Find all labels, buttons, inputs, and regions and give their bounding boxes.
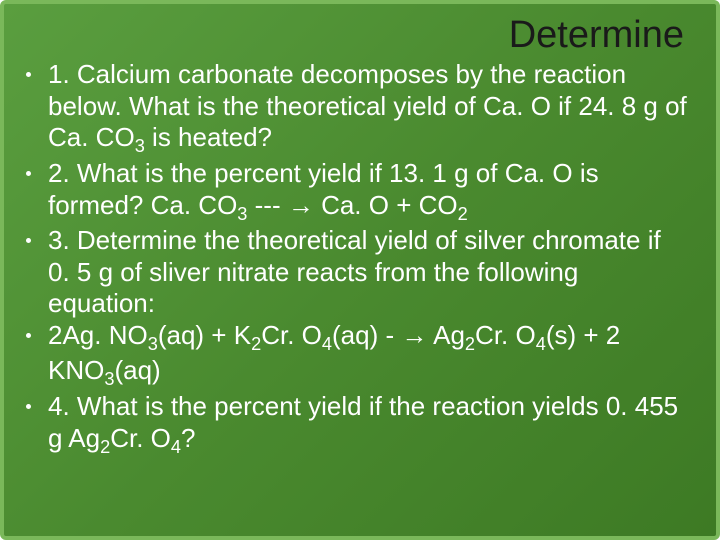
bullet-3: 3. Determine the theoretical yield of si… bbox=[48, 225, 688, 320]
bullet-2-sub2: 2 bbox=[458, 204, 468, 224]
bullet-2-mid: --- → Ca. O + CO bbox=[247, 190, 457, 220]
bullet-icon bbox=[26, 238, 31, 243]
bullet-icon bbox=[26, 333, 31, 338]
bullet-5: 4. What is the percent yield if the reac… bbox=[48, 391, 688, 458]
bullet-icon bbox=[26, 404, 31, 409]
bullet-5-sub1: 2 bbox=[100, 437, 110, 457]
bullet-5-sub2: 4 bbox=[171, 437, 181, 457]
bullet-3-text: 3. Determine the theoretical yield of si… bbox=[48, 225, 661, 318]
bullet-4-mid1: (aq) + K bbox=[158, 320, 251, 350]
bullet-icon bbox=[26, 171, 31, 176]
bullet-4-sub2: 2 bbox=[251, 334, 261, 354]
slide-content: 1. Calcium carbonate decomposes by the r… bbox=[48, 59, 688, 458]
bullet-2: 2. What is the percent yield if 13. 1 g … bbox=[48, 158, 688, 225]
bullet-4-sub3: 4 bbox=[322, 334, 332, 354]
bullet-4-sub5: 4 bbox=[536, 334, 546, 354]
bullet-4-mid2: Cr. O bbox=[261, 320, 322, 350]
slide-container: Determine 1. Calcium carbonate decompose… bbox=[0, 0, 720, 540]
bullet-4-tail: (aq) bbox=[114, 355, 160, 385]
bullet-5-mid: Cr. O bbox=[110, 423, 171, 453]
bullet-4-text: 2Ag. NO bbox=[48, 320, 148, 350]
slide-title: Determine bbox=[48, 14, 688, 57]
bullet-4-mid3: (aq) - → Ag bbox=[332, 320, 465, 350]
bullet-1-sub1: 3 bbox=[135, 137, 145, 157]
bullet-1-tail: is heated? bbox=[145, 122, 272, 152]
bullet-4-sub1: 3 bbox=[148, 334, 158, 354]
bullet-4-mid4: Cr. O bbox=[475, 320, 536, 350]
bullet-icon bbox=[26, 72, 31, 77]
bullet-4-sub4: 2 bbox=[465, 334, 475, 354]
bullet-4-sub6: 3 bbox=[104, 370, 114, 390]
bullet-4: 2Ag. NO3(aq) + K2Cr. O4(aq) - → Ag2Cr. O… bbox=[48, 320, 688, 391]
bullet-2-sub1: 3 bbox=[237, 204, 247, 224]
bullet-1: 1. Calcium carbonate decomposes by the r… bbox=[48, 59, 688, 158]
bullet-5-tail: ? bbox=[181, 423, 195, 453]
